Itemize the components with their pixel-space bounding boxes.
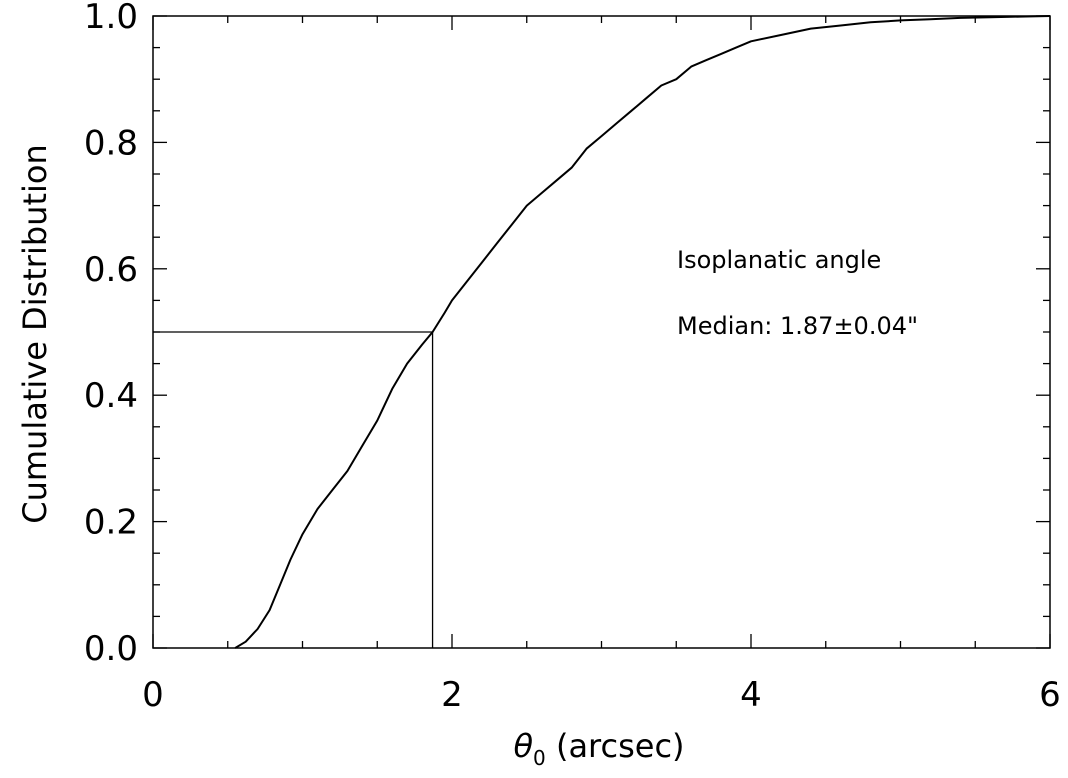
- x-tick-label: 0: [142, 675, 164, 715]
- x-tick-label: 6: [1039, 675, 1061, 715]
- y-tick-label: 0.8: [84, 123, 138, 163]
- y-tick-label: 0.6: [84, 250, 138, 290]
- cdf-curve: [234, 15, 1051, 649]
- y-tick-label: 0.4: [84, 376, 138, 416]
- x-axis-title: θ0 (arcsec): [513, 727, 684, 770]
- x-axis-unit: (arcsec): [546, 727, 685, 765]
- y-tick-label: 0.2: [84, 503, 138, 543]
- x-axis-subscript: 0: [533, 746, 546, 770]
- y-tick-label: 0.0: [84, 629, 138, 669]
- x-ticks: 0 2 4 6: [142, 16, 1061, 715]
- x-axis-symbol: θ: [513, 727, 533, 765]
- annotation-median: Median: 1.87±0.04": [677, 312, 918, 340]
- y-ticks: 0.0 0.2 0.4 0.6 0.8 1.0: [84, 0, 1050, 669]
- x-tick-label: 4: [740, 675, 762, 715]
- x-tick-label: 2: [441, 675, 463, 715]
- y-axis-title: Cumulative Distribution: [16, 144, 54, 524]
- y-tick-label: 1.0: [84, 0, 138, 37]
- annotation-title: Isoplanatic angle: [677, 246, 881, 274]
- series-group: [234, 15, 1051, 649]
- median-marker: [153, 331, 434, 648]
